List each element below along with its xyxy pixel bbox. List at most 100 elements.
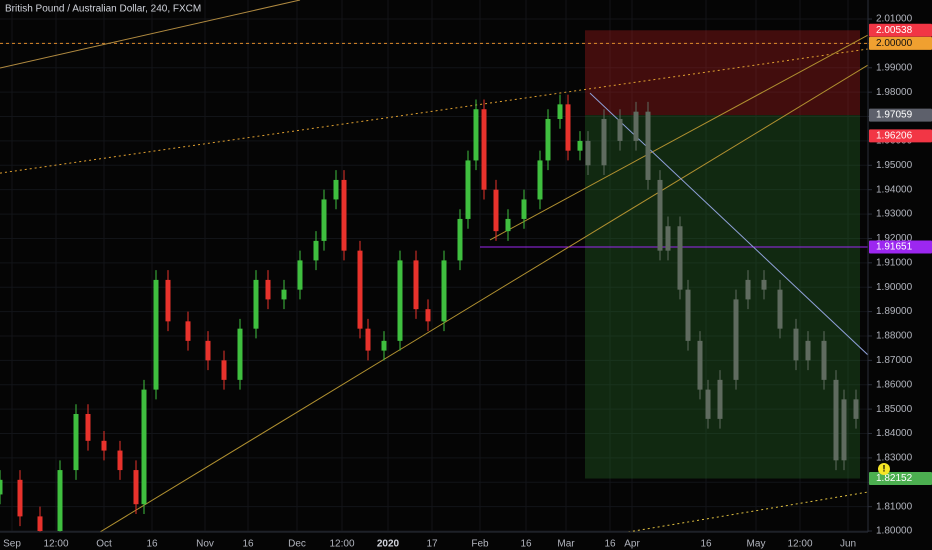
candle-body bbox=[0, 479, 3, 495]
chart-title: British Pound / Australian Dollar, 240, … bbox=[5, 4, 201, 15]
y-tick-label: 1.86000 bbox=[876, 379, 913, 390]
candle-body bbox=[705, 389, 711, 419]
x-tick-label: Feb bbox=[471, 539, 489, 550]
x-tick-label: 12:00 bbox=[329, 539, 354, 550]
candle-body bbox=[733, 299, 739, 380]
x-tick-label: 2020 bbox=[377, 539, 400, 550]
price-tag bbox=[869, 108, 932, 122]
candle-body bbox=[521, 199, 527, 219]
candle-body bbox=[185, 321, 191, 341]
candle-body bbox=[85, 413, 91, 441]
price-tag bbox=[869, 472, 932, 486]
alert-icon-mark: ! bbox=[883, 463, 886, 473]
candle-body bbox=[481, 109, 487, 190]
candle-body bbox=[657, 179, 663, 251]
price-tag bbox=[869, 129, 932, 143]
x-tick-label: May bbox=[747, 539, 766, 550]
candle-body bbox=[601, 118, 607, 166]
price-tag-label: 1.91651 bbox=[876, 242, 913, 253]
candle-body bbox=[493, 189, 499, 232]
candle-body bbox=[205, 340, 211, 361]
trend-line bbox=[99, 64, 868, 532]
price-tag-label: 2.00538 bbox=[876, 25, 913, 36]
y-tick-label: 1.89000 bbox=[876, 306, 913, 317]
x-tick-label: 16 bbox=[604, 539, 616, 550]
y-tick-label: 1.80000 bbox=[876, 526, 913, 537]
candle-body bbox=[565, 104, 571, 151]
candle-body bbox=[777, 289, 783, 329]
candle-body bbox=[265, 279, 271, 300]
y-tick-label: 1.95000 bbox=[876, 160, 913, 171]
y-tick-label: 1.85000 bbox=[876, 404, 913, 415]
plot-area bbox=[0, 0, 868, 532]
alert-icon[interactable] bbox=[878, 463, 890, 475]
candle-body bbox=[57, 470, 63, 532]
price-tag bbox=[869, 23, 932, 37]
candle-body bbox=[685, 289, 691, 341]
candle-body bbox=[17, 479, 23, 517]
trend-line bbox=[489, 34, 868, 241]
candle-body bbox=[577, 140, 583, 151]
candle-body bbox=[585, 140, 591, 166]
price-tag bbox=[869, 36, 932, 50]
candle-body bbox=[165, 279, 171, 322]
position-zone bbox=[585, 115, 860, 479]
x-tick-label: 16 bbox=[700, 539, 712, 550]
candle-body bbox=[505, 218, 511, 232]
candle-body bbox=[253, 279, 259, 329]
position-zone bbox=[585, 30, 860, 116]
candle-body bbox=[473, 109, 479, 161]
y-tick-label: 1.88000 bbox=[876, 331, 913, 342]
price-tag-label: 1.82152 bbox=[876, 473, 913, 484]
candle-body bbox=[557, 104, 563, 119]
y-tick-label: 1.81000 bbox=[876, 501, 913, 512]
x-tick-label: 16 bbox=[242, 539, 254, 550]
trend-line bbox=[627, 491, 868, 532]
candle-body bbox=[633, 111, 639, 141]
x-tick-label: Sep bbox=[3, 539, 21, 550]
candle-body bbox=[793, 328, 799, 361]
candle-body bbox=[297, 260, 303, 290]
candle-body bbox=[665, 226, 671, 251]
candle-body bbox=[457, 218, 463, 261]
price-tag-label: 1.97059 bbox=[876, 110, 913, 121]
y-tick-label: 1.87000 bbox=[876, 355, 913, 366]
candle-body bbox=[365, 328, 371, 351]
trend-line bbox=[0, 0, 301, 69]
y-tick-label: 1.90000 bbox=[876, 282, 913, 293]
y-tick-label: 1.92000 bbox=[876, 233, 913, 244]
candle-body bbox=[841, 399, 847, 461]
candle-body bbox=[805, 340, 811, 361]
x-tick-label: 17 bbox=[426, 539, 438, 550]
candle-body bbox=[313, 240, 319, 261]
candle-body bbox=[37, 516, 43, 532]
candle-body bbox=[281, 289, 287, 300]
y-tick-label: 1.93000 bbox=[876, 209, 913, 220]
candle-body bbox=[761, 279, 767, 290]
y-tick-label: 1.98000 bbox=[876, 87, 913, 98]
candle-body bbox=[141, 389, 147, 505]
candle-body bbox=[545, 118, 551, 161]
candle-body bbox=[425, 309, 431, 322]
x-tick-label: 16 bbox=[146, 539, 158, 550]
candle-body bbox=[821, 340, 827, 380]
candle-body bbox=[465, 160, 471, 219]
x-tick-label: Nov bbox=[196, 539, 214, 550]
candle-body bbox=[73, 413, 79, 471]
candle-body bbox=[853, 399, 859, 419]
candle-body bbox=[333, 179, 339, 200]
x-tick-label: Dec bbox=[288, 539, 306, 550]
candle-body bbox=[117, 450, 123, 471]
candle-body bbox=[397, 260, 403, 341]
x-tick-label: 12:00 bbox=[43, 539, 68, 550]
y-tick-label: 2.01000 bbox=[876, 14, 913, 25]
candle-body bbox=[697, 340, 703, 390]
candle-body bbox=[645, 111, 651, 180]
candle-body bbox=[617, 118, 623, 141]
x-tick-label: Jun bbox=[840, 539, 856, 550]
x-tick-label: 16 bbox=[520, 539, 532, 550]
candle-body bbox=[133, 470, 139, 505]
x-tick-label: Apr bbox=[624, 539, 640, 550]
